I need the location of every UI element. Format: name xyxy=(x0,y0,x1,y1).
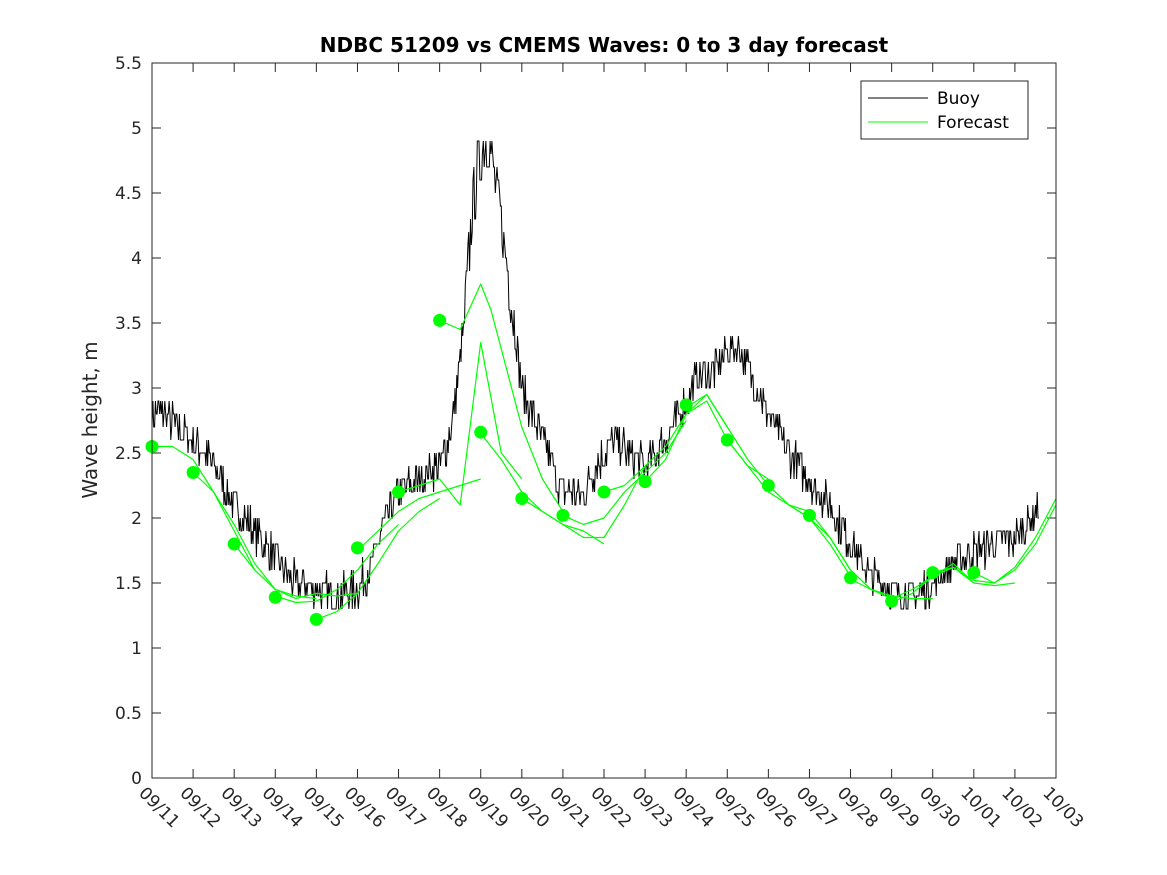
forecast-line xyxy=(439,283,564,512)
legend: Buoy Forecast xyxy=(860,80,1029,140)
forecast-point xyxy=(720,433,734,447)
forecast-point xyxy=(392,485,406,499)
forecast-point xyxy=(638,475,652,489)
legend-forecast-label: Forecast xyxy=(937,113,1009,133)
forecast-line xyxy=(192,472,317,600)
forecast-point xyxy=(967,566,981,580)
y-tick-label: 0.5 xyxy=(115,704,142,724)
forecast-initial-points xyxy=(145,313,981,626)
legend-buoy-label: Buoy xyxy=(937,89,980,109)
forecast-point xyxy=(926,566,940,580)
y-tick-label: 1.5 xyxy=(115,574,142,594)
forecast-line xyxy=(357,478,481,551)
y-axis-label: Wave height, m xyxy=(78,341,102,498)
chart-title: NDBC 51209 vs CMEMS Waves: 0 to 3 day fo… xyxy=(320,33,889,57)
forecast-line xyxy=(891,562,1015,604)
y-tick-label: 5 xyxy=(131,119,142,139)
forecast-point xyxy=(350,541,364,555)
y-tick-label: 2.5 xyxy=(115,444,142,464)
forecast-point xyxy=(556,508,570,522)
forecast-line xyxy=(316,497,440,620)
forecast-point xyxy=(761,479,775,492)
forecast-point xyxy=(309,612,323,626)
forecast-point xyxy=(679,398,693,412)
y-tick-label: 5.5 xyxy=(115,54,142,74)
forecast-point xyxy=(597,485,611,499)
forecast-line xyxy=(973,498,1057,584)
axes-box xyxy=(151,62,1057,779)
forecast-point xyxy=(515,492,529,505)
forecast-point xyxy=(186,466,200,479)
forecast-series xyxy=(152,283,1057,620)
y-tick-label: 4.5 xyxy=(115,184,142,204)
forecast-line xyxy=(398,341,523,506)
legend-box xyxy=(860,80,1029,140)
y-tick-labels: 0 0.5 1 1.5 2 2.5 3 3.5 4 4.5 5 5.5 xyxy=(115,54,142,789)
forecast-line xyxy=(275,524,399,604)
forecast-point xyxy=(433,313,447,327)
plot-area xyxy=(152,63,1056,778)
forecast-line xyxy=(521,465,646,539)
forecast-point xyxy=(885,594,899,608)
forecast-point xyxy=(227,537,241,551)
forecast-point xyxy=(844,571,858,585)
axis-ticks xyxy=(151,62,1057,779)
forecast-point xyxy=(474,425,488,439)
forecast-point xyxy=(802,508,816,522)
forecast-line xyxy=(562,420,687,526)
y-tick-label: 4 xyxy=(131,249,142,269)
forecast-point xyxy=(268,590,282,604)
y-tick-label: 1 xyxy=(131,639,142,659)
y-tick-label: 3.5 xyxy=(115,314,142,334)
y-tick-label: 3 xyxy=(131,379,142,399)
y-tick-label: 2 xyxy=(131,509,142,529)
y-tick-label: 0 xyxy=(131,769,142,789)
forecast-line xyxy=(233,543,358,600)
